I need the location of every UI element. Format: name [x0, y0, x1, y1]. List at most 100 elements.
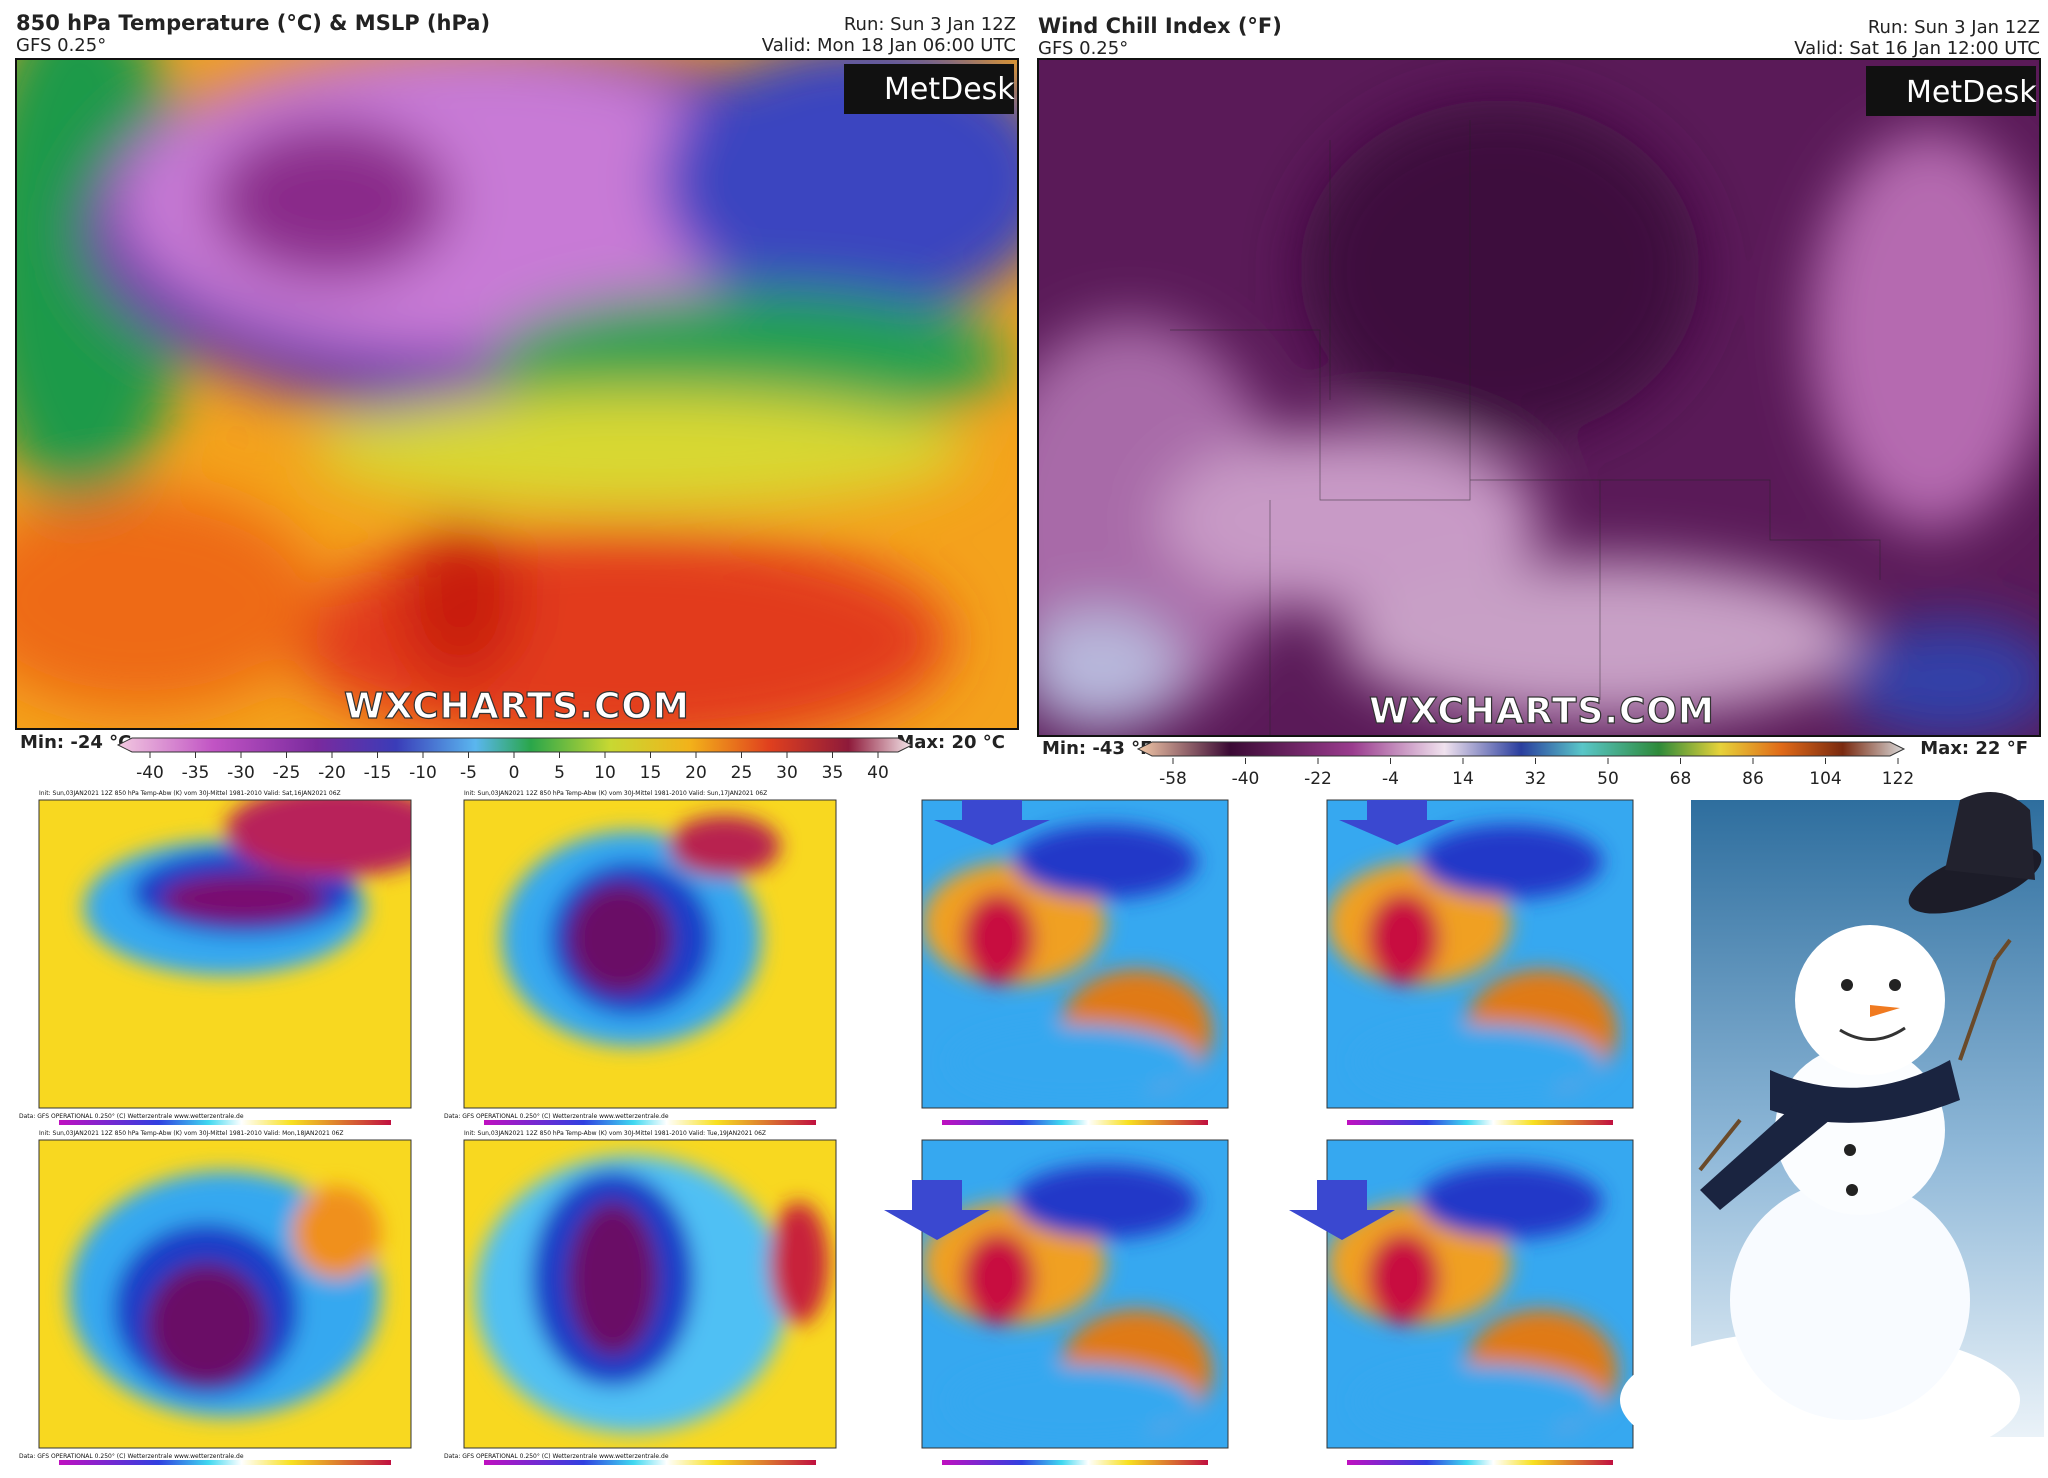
- colorbar: [1347, 1120, 1613, 1125]
- anomaly-blob: [291, 1186, 382, 1279]
- anomaly-map: [922, 1140, 1228, 1448]
- anomaly-map: [39, 800, 411, 1108]
- map-frame: [921, 1139, 1229, 1449]
- colorbar: [1136, 741, 1906, 757]
- anomaly-blob: [568, 1201, 658, 1356]
- valid: Valid: Sat 16 Jan 12:00 UTC: [1794, 38, 2040, 59]
- model: GFS 0.25°: [1038, 38, 1128, 59]
- anomaly-map: [1327, 1140, 1633, 1448]
- arrow: [1339, 800, 1455, 845]
- max: Max: 20 °C: [896, 732, 1005, 753]
- colorbar-label: 10: [594, 763, 616, 783]
- colorbar-label: 30: [776, 763, 798, 783]
- colorbar-label: -30: [227, 763, 255, 783]
- wind-chill-map: [1038, 59, 2040, 736]
- anomaly-map: [1327, 800, 1633, 1108]
- map-frame: [1326, 799, 1634, 1109]
- anomaly-blob: [1013, 824, 1198, 899]
- colorbar-label: -40: [136, 763, 164, 783]
- anomaly-field: [922, 1164, 1213, 1439]
- colorbar-label: -35: [182, 763, 210, 783]
- arrow: [1289, 1180, 1395, 1240]
- colorbar: [59, 1120, 391, 1125]
- map-frame: [463, 1139, 837, 1449]
- map-title: Wind Chill Index (°F): [1038, 14, 1282, 38]
- colorbar-label: -20: [318, 763, 346, 783]
- anomaly-blob: [1013, 1164, 1198, 1239]
- colorbar: [116, 737, 914, 753]
- anomaly-blob: [668, 815, 781, 877]
- colorbar: [1347, 1460, 1613, 1465]
- map-title: 850 hPa Temperature (°C) & MSLP (hPa): [16, 11, 490, 35]
- anomaly-blob: [568, 883, 673, 995]
- anomaly-blob: [1418, 824, 1603, 899]
- max: Max: 22 °F: [1920, 738, 2028, 759]
- colorbar-label: 20: [685, 763, 707, 783]
- colorbar-label: 86: [1742, 769, 1764, 789]
- map-frame: [463, 799, 837, 1109]
- colorbar-label: 0: [509, 763, 520, 783]
- anomaly-field: [475, 1155, 829, 1433]
- logo-box: [844, 64, 1014, 114]
- colorbar-label: 104: [1809, 769, 1841, 789]
- anomaly-map: [464, 800, 836, 1108]
- arrow: [934, 800, 1050, 845]
- colorbar: [942, 1460, 1208, 1465]
- anomaly-blob: [146, 1263, 266, 1387]
- map-frame: [1037, 58, 2041, 737]
- watermark: WXCHARTS.COM: [1369, 691, 1715, 732]
- anomaly-field: [1327, 1164, 1618, 1439]
- colorbar-label: 5: [554, 763, 565, 783]
- map-footer: Data: GFS OPERATIONAL 0.250° (C) Wetterz…: [444, 1113, 669, 1120]
- anomaly-blob: [1366, 1232, 1441, 1325]
- anomaly-blob: [961, 892, 1036, 985]
- anomaly-blob: [952, 1024, 1198, 1099]
- anomaly-blob: [225, 800, 411, 877]
- anomaly-blob: [769, 1201, 829, 1325]
- colorbar-label: -40: [1232, 769, 1260, 789]
- map-frame: [38, 1139, 412, 1449]
- anomaly-blob: [1418, 1164, 1603, 1239]
- run: Run: Sun 3 Jan 12Z: [844, 14, 1016, 35]
- valid: Valid: Mon 18 Jan 06:00 UTC: [762, 35, 1016, 56]
- colorbar-label: 68: [1670, 769, 1692, 789]
- anomaly-blob: [161, 873, 326, 924]
- logo: MetDesk: [884, 72, 1015, 107]
- colorbar-label: -4: [1382, 769, 1399, 789]
- anomaly-blob: [952, 1364, 1198, 1439]
- anomaly-field: [501, 815, 781, 1047]
- map-frame: [15, 58, 1019, 730]
- colorbar-label: 15: [640, 763, 662, 783]
- colorbar-label: 32: [1525, 769, 1547, 789]
- map-header: Init: Sun,03JAN2021 12Z 850 hPa Temp-Abw…: [39, 790, 341, 797]
- model: GFS 0.25°: [16, 35, 106, 56]
- temperature-map: [16, 59, 1018, 729]
- map-footer: Data: GFS OPERATIONAL 0.250° (C) Wetterz…: [19, 1453, 244, 1460]
- colorbar-label: 50: [1597, 769, 1619, 789]
- anomaly-map: [464, 1140, 836, 1448]
- watermark: WXCHARTS.COM: [344, 686, 690, 727]
- anomaly-field: [1327, 824, 1618, 1099]
- colorbar-label: -10: [409, 763, 437, 783]
- colorbar-label: 35: [822, 763, 844, 783]
- snowman-photo: [1620, 792, 2044, 1470]
- colorbar-label: -22: [1304, 769, 1332, 789]
- run: Run: Sun 3 Jan 12Z: [1868, 17, 2040, 38]
- colorbar: [942, 1120, 1208, 1125]
- map-frame: [921, 799, 1229, 1109]
- anomaly-field: [68, 1170, 382, 1418]
- colorbar: [484, 1460, 816, 1465]
- colorbar-label: 14: [1452, 769, 1474, 789]
- colorbar-label: -15: [364, 763, 392, 783]
- colorbar-label: -58: [1159, 769, 1187, 789]
- colorbar: [484, 1120, 816, 1125]
- anomaly-field: [83, 800, 411, 976]
- anomaly-blob: [1357, 1364, 1603, 1439]
- colorbar-label: 25: [731, 763, 753, 783]
- colorbar-label: -5: [460, 763, 477, 783]
- anomaly-map: [922, 800, 1228, 1108]
- map-footer: Data: GFS OPERATIONAL 0.250° (C) Wetterz…: [19, 1113, 244, 1120]
- anomaly-blob: [1366, 892, 1441, 985]
- anomaly-blob: [1357, 1024, 1603, 1099]
